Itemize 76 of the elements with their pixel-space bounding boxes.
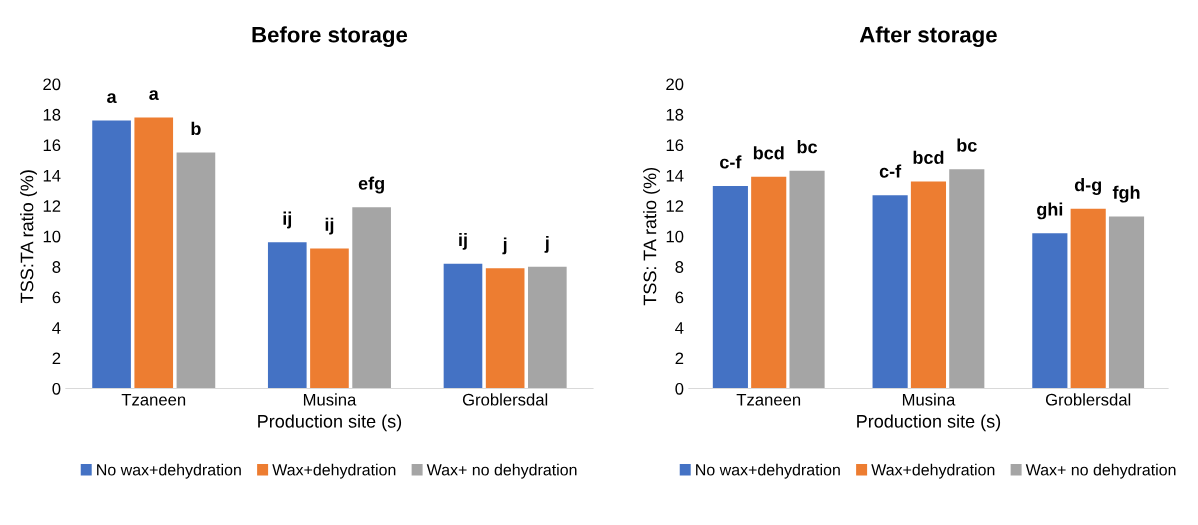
x-tick-label: Musina [303, 393, 357, 406]
data-label: j [502, 237, 507, 255]
data-label: j [544, 235, 549, 253]
y-axis-title: TSS: TA ratio (%) [643, 167, 660, 306]
data-label: bc [957, 138, 977, 152]
y-tick-label: 10 [43, 230, 61, 243]
chart-title: After storage [859, 26, 997, 48]
y-tick-label: 4 [52, 322, 61, 334]
y-tick-label: 8 [675, 261, 684, 273]
bar [1032, 233, 1068, 389]
y-tick-label: 18 [43, 108, 61, 121]
x-tick-label: Musina [902, 393, 956, 406]
y-tick-label: 2 [52, 352, 61, 365]
x-tick-label: Groblersdal [462, 393, 548, 406]
y-tick-label: 12 [43, 200, 61, 212]
data-label: ij [459, 232, 467, 250]
y-tick-label: 0 [675, 382, 684, 395]
bar [443, 263, 483, 389]
bar [1070, 208, 1106, 389]
bar [92, 120, 131, 389]
bar [1108, 216, 1145, 389]
y-tick-label: 6 [52, 291, 61, 304]
y-tick-label: 12 [666, 200, 684, 212]
bar [751, 176, 787, 389]
y-axis-title: TSS:TA ratio (%) [20, 170, 37, 303]
data-label: efg [358, 176, 384, 194]
data-label: bc [797, 140, 818, 154]
y-tick-label: 14 [666, 169, 684, 182]
data-label: b [191, 121, 201, 136]
data-label: bcd [913, 150, 944, 164]
y-tick-label: 16 [43, 139, 61, 152]
y-tick-label: 20 [43, 78, 61, 91]
y-tick-label: 4 [675, 322, 684, 334]
legend-label: Wax+ no dehydration [426, 463, 577, 479]
bar [352, 207, 391, 389]
x-axis-title: Production site (s) [857, 414, 1001, 432]
x-axis-title: Production site (s) [258, 414, 402, 432]
legend-label: Wax+ no dehydration [1025, 463, 1176, 479]
bar [949, 169, 985, 389]
data-label: fgh [1112, 185, 1140, 203]
y-tick-label: 20 [666, 78, 684, 91]
y-tick-label: 6 [675, 291, 684, 304]
data-label: ij [283, 211, 292, 229]
data-label: a [107, 93, 117, 104]
bar [485, 268, 525, 389]
legend-label: Wax+dehydration [272, 463, 396, 479]
bar [910, 181, 947, 389]
y-tick-label: 16 [666, 139, 684, 152]
y-tick-label: 10 [666, 230, 684, 243]
bar [267, 242, 307, 389]
y-tick-label: 14 [43, 169, 61, 182]
y-tick-label: 18 [666, 108, 684, 121]
bar [712, 186, 748, 389]
data-label: ghi [1037, 202, 1063, 220]
x-tick-label: Tzaneen [736, 393, 801, 406]
legend-label: Wax+dehydration [871, 463, 995, 479]
bar [134, 117, 174, 389]
x-tick-label: Groblersdal [1045, 393, 1131, 406]
y-tick-label: 0 [52, 382, 61, 395]
y-tick-label: 8 [52, 261, 61, 273]
data-label: ij [325, 217, 334, 235]
x-tick-label: Tzaneen [121, 393, 186, 406]
bar [789, 170, 825, 389]
y-tick-label: 2 [675, 352, 684, 365]
data-label: c-f [720, 155, 742, 169]
bar [176, 152, 216, 389]
bar [310, 248, 349, 389]
data-label: c-f [879, 164, 902, 178]
legend-label: No wax+dehydration [696, 463, 840, 479]
bar [528, 266, 567, 389]
legend-label: No wax+dehydration [97, 463, 241, 479]
data-label: d-g [1074, 178, 1102, 195]
bar [872, 195, 908, 389]
data-label: bcd [753, 146, 784, 160]
chart-title: Before storage [252, 26, 408, 48]
data-label: a [149, 90, 159, 101]
